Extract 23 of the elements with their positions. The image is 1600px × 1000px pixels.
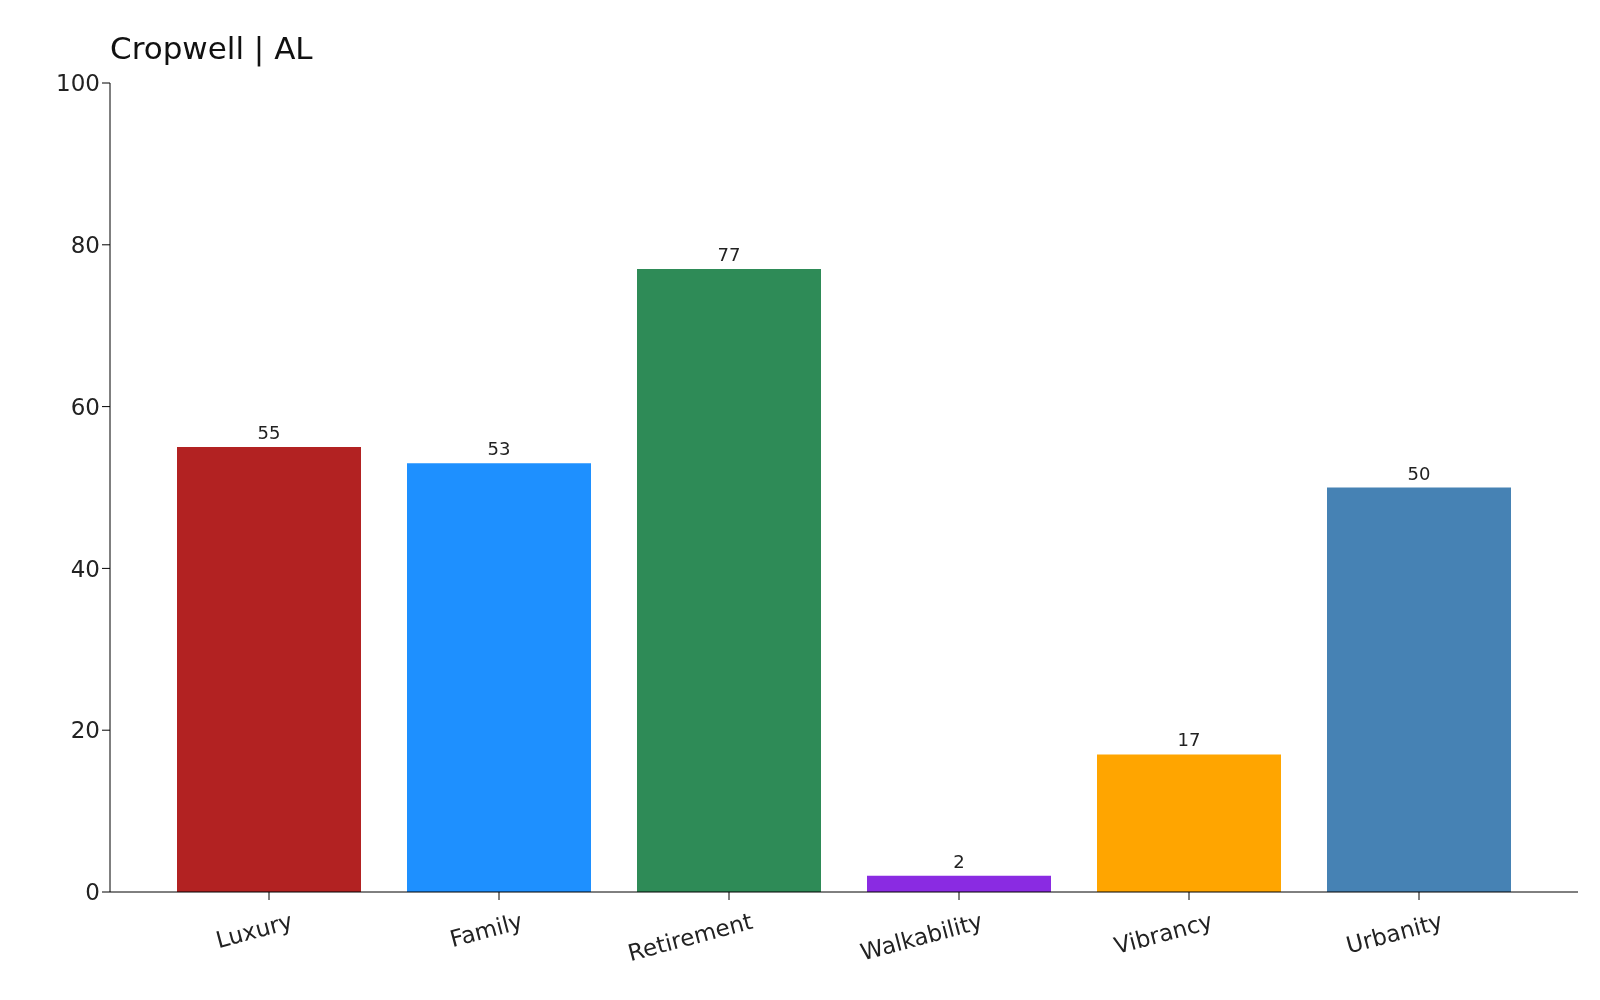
- chart-title: Cropwell | AL: [110, 30, 313, 66]
- data-label: 55: [257, 422, 281, 444]
- y-tick-label: 0: [85, 879, 100, 906]
- y-tick-label: 100: [56, 70, 100, 97]
- bar: [637, 269, 821, 892]
- y-tick-label: 20: [70, 717, 100, 744]
- y-tick-label: 60: [70, 393, 100, 420]
- x-tick-label: Luxury: [212, 907, 296, 954]
- data-label: 50: [1407, 462, 1431, 484]
- bar: [1097, 754, 1281, 892]
- bar: [1327, 487, 1511, 892]
- x-tick-label: Family: [447, 907, 526, 953]
- bar: [407, 463, 591, 892]
- data-label: 17: [1177, 729, 1201, 751]
- x-tick-label: Vibrancy: [1111, 907, 1216, 959]
- bar: [867, 875, 1051, 892]
- data-label: 77: [717, 244, 741, 266]
- data-label: 2: [953, 850, 965, 872]
- bar: [177, 447, 361, 892]
- y-tick-label: 80: [70, 231, 100, 258]
- x-tick-label: Urbanity: [1343, 907, 1446, 959]
- data-label: 53: [487, 438, 511, 460]
- y-tick-label: 40: [70, 555, 100, 582]
